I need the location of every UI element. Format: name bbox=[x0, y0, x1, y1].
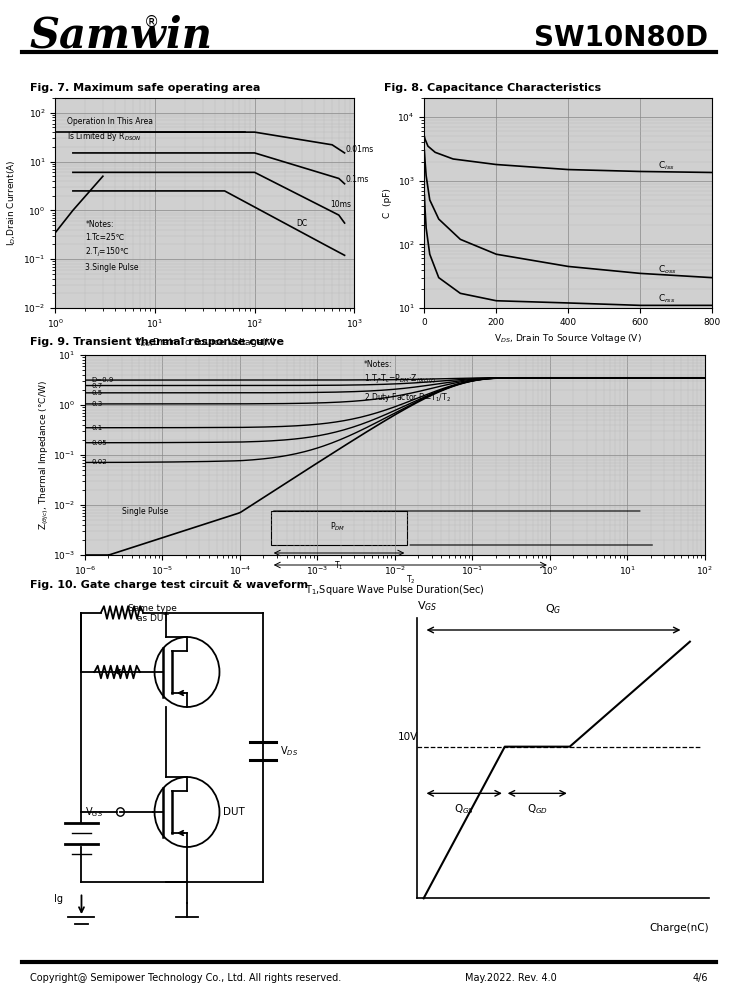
Text: Samwin: Samwin bbox=[30, 14, 213, 56]
Text: Same type
as DUT: Same type as DUT bbox=[128, 604, 177, 623]
Text: Fig. 9. Transient thermal response curve: Fig. 9. Transient thermal response curve bbox=[30, 337, 283, 347]
Text: 0.3: 0.3 bbox=[91, 401, 103, 407]
Text: 0.01ms: 0.01ms bbox=[345, 145, 374, 154]
Text: Q$_{GD}$: Q$_{GD}$ bbox=[527, 803, 548, 816]
Text: Operation In This Area
Is Limited By R$_{DSON}$: Operation In This Area Is Limited By R$_… bbox=[66, 117, 153, 143]
Text: 0.1: 0.1 bbox=[91, 425, 103, 431]
Text: *Notes:
1.Tc=25℃
2.T$_j$=150℃
3.Single Pulse: *Notes: 1.Tc=25℃ 2.T$_j$=150℃ 3.Single P… bbox=[86, 220, 139, 272]
Y-axis label: I$_D$,Drain Current(A): I$_D$,Drain Current(A) bbox=[5, 160, 18, 246]
Text: DUT: DUT bbox=[223, 807, 244, 817]
Y-axis label: Z$_{(θjc)}$, Thermal Impedance (°C/W): Z$_{(θjc)}$, Thermal Impedance (°C/W) bbox=[38, 380, 52, 530]
Text: DC: DC bbox=[296, 219, 307, 228]
Text: V$_{GS}$: V$_{GS}$ bbox=[86, 805, 103, 819]
Text: 0.05: 0.05 bbox=[91, 440, 106, 446]
Text: 0.5: 0.5 bbox=[91, 390, 102, 396]
Text: C$_{iss}$: C$_{iss}$ bbox=[658, 160, 675, 172]
Text: V$_{GS}$: V$_{GS}$ bbox=[417, 600, 438, 613]
Text: C$_{rss}$: C$_{rss}$ bbox=[658, 292, 675, 305]
Text: *Notes:
1.T$_j$-T$_c$=P$_{DM}$·Z$_{(θjc)(t)}$
2.Duty Factor D=T$_1$/T$_2$: *Notes: 1.T$_j$-T$_c$=P$_{DM}$·Z$_{(θjc)… bbox=[364, 360, 451, 404]
Text: C$_{oss}$: C$_{oss}$ bbox=[658, 263, 677, 276]
Text: 0.1ms: 0.1ms bbox=[345, 175, 369, 184]
Text: 0.7: 0.7 bbox=[91, 383, 103, 389]
Text: Charge(nC): Charge(nC) bbox=[649, 923, 709, 933]
Y-axis label: C  (pF): C (pF) bbox=[383, 188, 392, 218]
Text: T$_2$: T$_2$ bbox=[405, 573, 415, 585]
Text: D=0.9: D=0.9 bbox=[91, 377, 114, 383]
Text: Fig. 10. Gate charge test circuit & waveform: Fig. 10. Gate charge test circuit & wave… bbox=[30, 580, 308, 590]
Text: P$_{DM}$: P$_{DM}$ bbox=[330, 521, 345, 533]
X-axis label: V$_{DS}$,Drain To Source Voltage(V): V$_{DS}$,Drain To Source Voltage(V) bbox=[134, 336, 276, 349]
Text: 10V: 10V bbox=[398, 732, 418, 742]
X-axis label: T$_1$,Square Wave Pulse Duration(Sec): T$_1$,Square Wave Pulse Duration(Sec) bbox=[305, 583, 485, 597]
Text: T$_1$: T$_1$ bbox=[334, 559, 344, 572]
Text: 4/6: 4/6 bbox=[693, 973, 708, 983]
Text: Fig. 7. Maximum safe operating area: Fig. 7. Maximum safe operating area bbox=[30, 83, 260, 93]
Text: Fig. 8. Capacitance Characteristics: Fig. 8. Capacitance Characteristics bbox=[384, 83, 601, 93]
Text: Ig: Ig bbox=[55, 894, 63, 904]
Text: Copyright@ Semipower Technology Co., Ltd. All rights reserved.: Copyright@ Semipower Technology Co., Ltd… bbox=[30, 973, 341, 983]
Text: Q$_G$: Q$_G$ bbox=[545, 602, 562, 616]
Text: V$_{DS}$: V$_{DS}$ bbox=[280, 744, 297, 758]
Text: May.2022. Rev. 4.0: May.2022. Rev. 4.0 bbox=[465, 973, 556, 983]
Bar bbox=[271, 511, 407, 545]
Text: 0.02: 0.02 bbox=[91, 459, 106, 465]
Text: SW10N80D: SW10N80D bbox=[534, 24, 708, 52]
Text: ®: ® bbox=[144, 14, 159, 29]
Text: 10ms: 10ms bbox=[331, 200, 352, 209]
Text: Single Pulse: Single Pulse bbox=[122, 507, 168, 516]
X-axis label: V$_{DS}$, Drain To Source Voltage (V): V$_{DS}$, Drain To Source Voltage (V) bbox=[494, 332, 642, 345]
Text: Q$_{GS}$: Q$_{GS}$ bbox=[454, 803, 475, 816]
